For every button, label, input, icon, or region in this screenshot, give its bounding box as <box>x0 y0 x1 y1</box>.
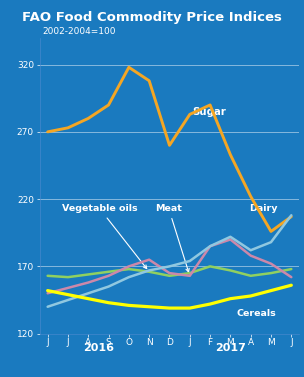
Text: 2017: 2017 <box>215 343 246 353</box>
Text: Cereals: Cereals <box>237 309 276 318</box>
Text: Meat: Meat <box>155 204 189 272</box>
Text: 2016: 2016 <box>83 343 114 353</box>
Text: 2002-2004=100: 2002-2004=100 <box>42 27 116 36</box>
Text: FAO Food Commodity Price Indices: FAO Food Commodity Price Indices <box>22 11 282 25</box>
Text: Dairy: Dairy <box>249 204 277 213</box>
Text: Vegetable oils: Vegetable oils <box>62 204 147 268</box>
Text: Sugar: Sugar <box>192 107 226 117</box>
